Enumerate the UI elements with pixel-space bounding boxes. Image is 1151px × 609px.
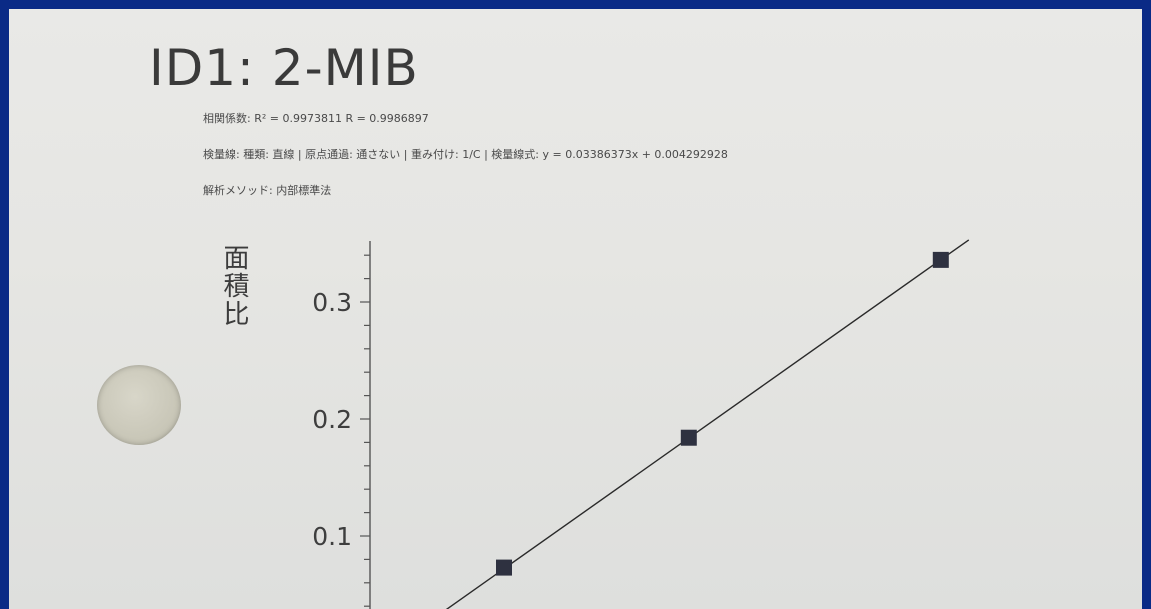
y-tick-label: 0.1 [312, 522, 352, 551]
data-point [496, 559, 512, 576]
calibration-line: 検量線: 種類: 直線 | 原点通過: 通さない | 重み付け: 1/C | 検… [203, 148, 728, 161]
data-points [496, 251, 949, 576]
correlation-line: 相関係数: R² = 0.9973811 R = 0.9986897 [203, 112, 429, 125]
y-tick-label: 0.3 [312, 288, 352, 317]
data-point [680, 429, 697, 446]
y-axis-label: 面積比 [219, 244, 249, 328]
method-line: 解析メソッド: 内部標準法 [203, 184, 332, 197]
page-title: ID1: 2-MIB [149, 39, 419, 97]
fit-line-group [445, 239, 970, 609]
printed-page: ID1: 2-MIB 相関係数: R² = 0.9973811 R = 0.99… [9, 9, 1142, 609]
punch-hole [97, 365, 181, 445]
y-axis: 0.1 0.2 0.3 [312, 241, 371, 609]
y-tick-label: 0.2 [312, 405, 352, 434]
calibration-chart: 0.1 0.2 0.3 [312, 239, 970, 609]
data-point [932, 251, 949, 268]
fit-line [445, 239, 970, 609]
